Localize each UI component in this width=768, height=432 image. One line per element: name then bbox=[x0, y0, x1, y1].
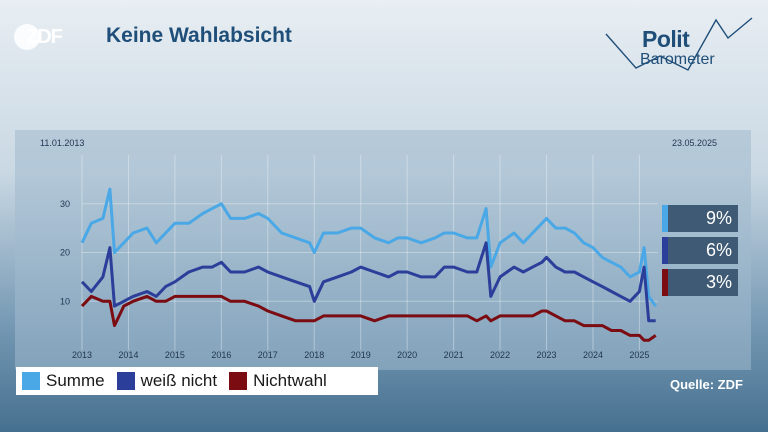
page-title: Keine Wahlabsicht bbox=[106, 24, 292, 47]
start-date-label: 11.01.2013 bbox=[40, 138, 85, 148]
x-tick-label-2019: 2019 bbox=[351, 350, 371, 360]
end-value-weiss-nicht-bar bbox=[662, 237, 668, 264]
end-date-label: 23.05.2025 bbox=[672, 138, 718, 148]
source-label: Quelle: ZDF bbox=[670, 377, 743, 392]
x-tick-label-2013: 2013 bbox=[72, 350, 92, 360]
legend-item-weiss-nicht: weiß nicht bbox=[116, 371, 218, 391]
y-axis-ticks: 10 20 30 bbox=[60, 199, 70, 307]
legend-swatch-summe bbox=[22, 372, 40, 390]
series-line-0 bbox=[80, 187, 657, 307]
chart-series bbox=[80, 187, 657, 342]
x-tick-label-2018: 2018 bbox=[304, 350, 324, 360]
chart-grid bbox=[81, 155, 658, 350]
brand-line-1: Polit bbox=[642, 26, 690, 52]
zdf-logo-text: ZDF bbox=[26, 26, 63, 48]
series-line-2 bbox=[80, 294, 657, 342]
brand-line-2: Barometer bbox=[640, 51, 715, 68]
chart-legend: Summe weiß nicht Nichtwahl bbox=[16, 367, 378, 395]
x-tick-label-2017: 2017 bbox=[258, 350, 278, 360]
end-value-weiss-nicht-label: 6% bbox=[705, 240, 732, 260]
legend-label-nichtwahl: Nichtwahl bbox=[253, 371, 327, 390]
legend-item-nichtwahl: Nichtwahl bbox=[229, 371, 327, 391]
x-tick-label-2016: 2016 bbox=[211, 350, 231, 360]
politbarometer-zigzag-icon bbox=[605, 17, 753, 71]
end-value-summe-bar bbox=[662, 205, 668, 232]
x-axis-ticks: 2013 2014 2015 2016 2017 2018 2019 2020 2021 2022… bbox=[72, 350, 649, 360]
zdf-logo-circle bbox=[14, 24, 40, 50]
y-tick-label-20: 20 bbox=[60, 248, 70, 258]
series-line-1 bbox=[80, 241, 656, 323]
x-tick-label-2014: 2014 bbox=[118, 350, 138, 360]
y-tick-label-30: 30 bbox=[60, 199, 70, 209]
header: ZDF Keine Wahlabsicht Polit Barometer bbox=[0, 0, 768, 80]
x-tick-label-2023: 2023 bbox=[537, 350, 557, 360]
end-value-nichtwahl-bar bbox=[662, 269, 668, 296]
zdf-logo: ZDF bbox=[14, 24, 78, 52]
legend-swatch-weiss-nicht bbox=[116, 372, 135, 390]
end-value-summe: 9% bbox=[662, 205, 738, 232]
legend-item-summe: Summe bbox=[22, 371, 105, 391]
x-tick-label-2021: 2021 bbox=[444, 350, 464, 360]
x-tick-label-2015: 2015 bbox=[165, 350, 185, 360]
y-tick-label-10: 10 bbox=[60, 296, 70, 306]
chart-panel bbox=[15, 130, 751, 370]
x-tick-label-2024: 2024 bbox=[583, 350, 603, 360]
legend-label-weiss-nicht: weiß nicht bbox=[140, 371, 218, 390]
politbarometer-logo: Polit Barometer bbox=[600, 14, 760, 78]
end-value-summe-label: 9% bbox=[705, 208, 732, 228]
legend-swatch-nichtwahl bbox=[229, 372, 248, 390]
x-tick-label-2022: 2022 bbox=[490, 350, 510, 360]
end-value-nichtwahl-label: 3% bbox=[705, 272, 732, 292]
end-value-nichtwahl: 3% bbox=[662, 269, 738, 296]
legend-label-summe: Summe bbox=[46, 371, 105, 390]
x-tick-label-2020: 2020 bbox=[397, 350, 417, 360]
x-tick-label-2025: 2025 bbox=[629, 350, 649, 360]
end-value-weiss-nicht: 6% bbox=[662, 237, 738, 264]
